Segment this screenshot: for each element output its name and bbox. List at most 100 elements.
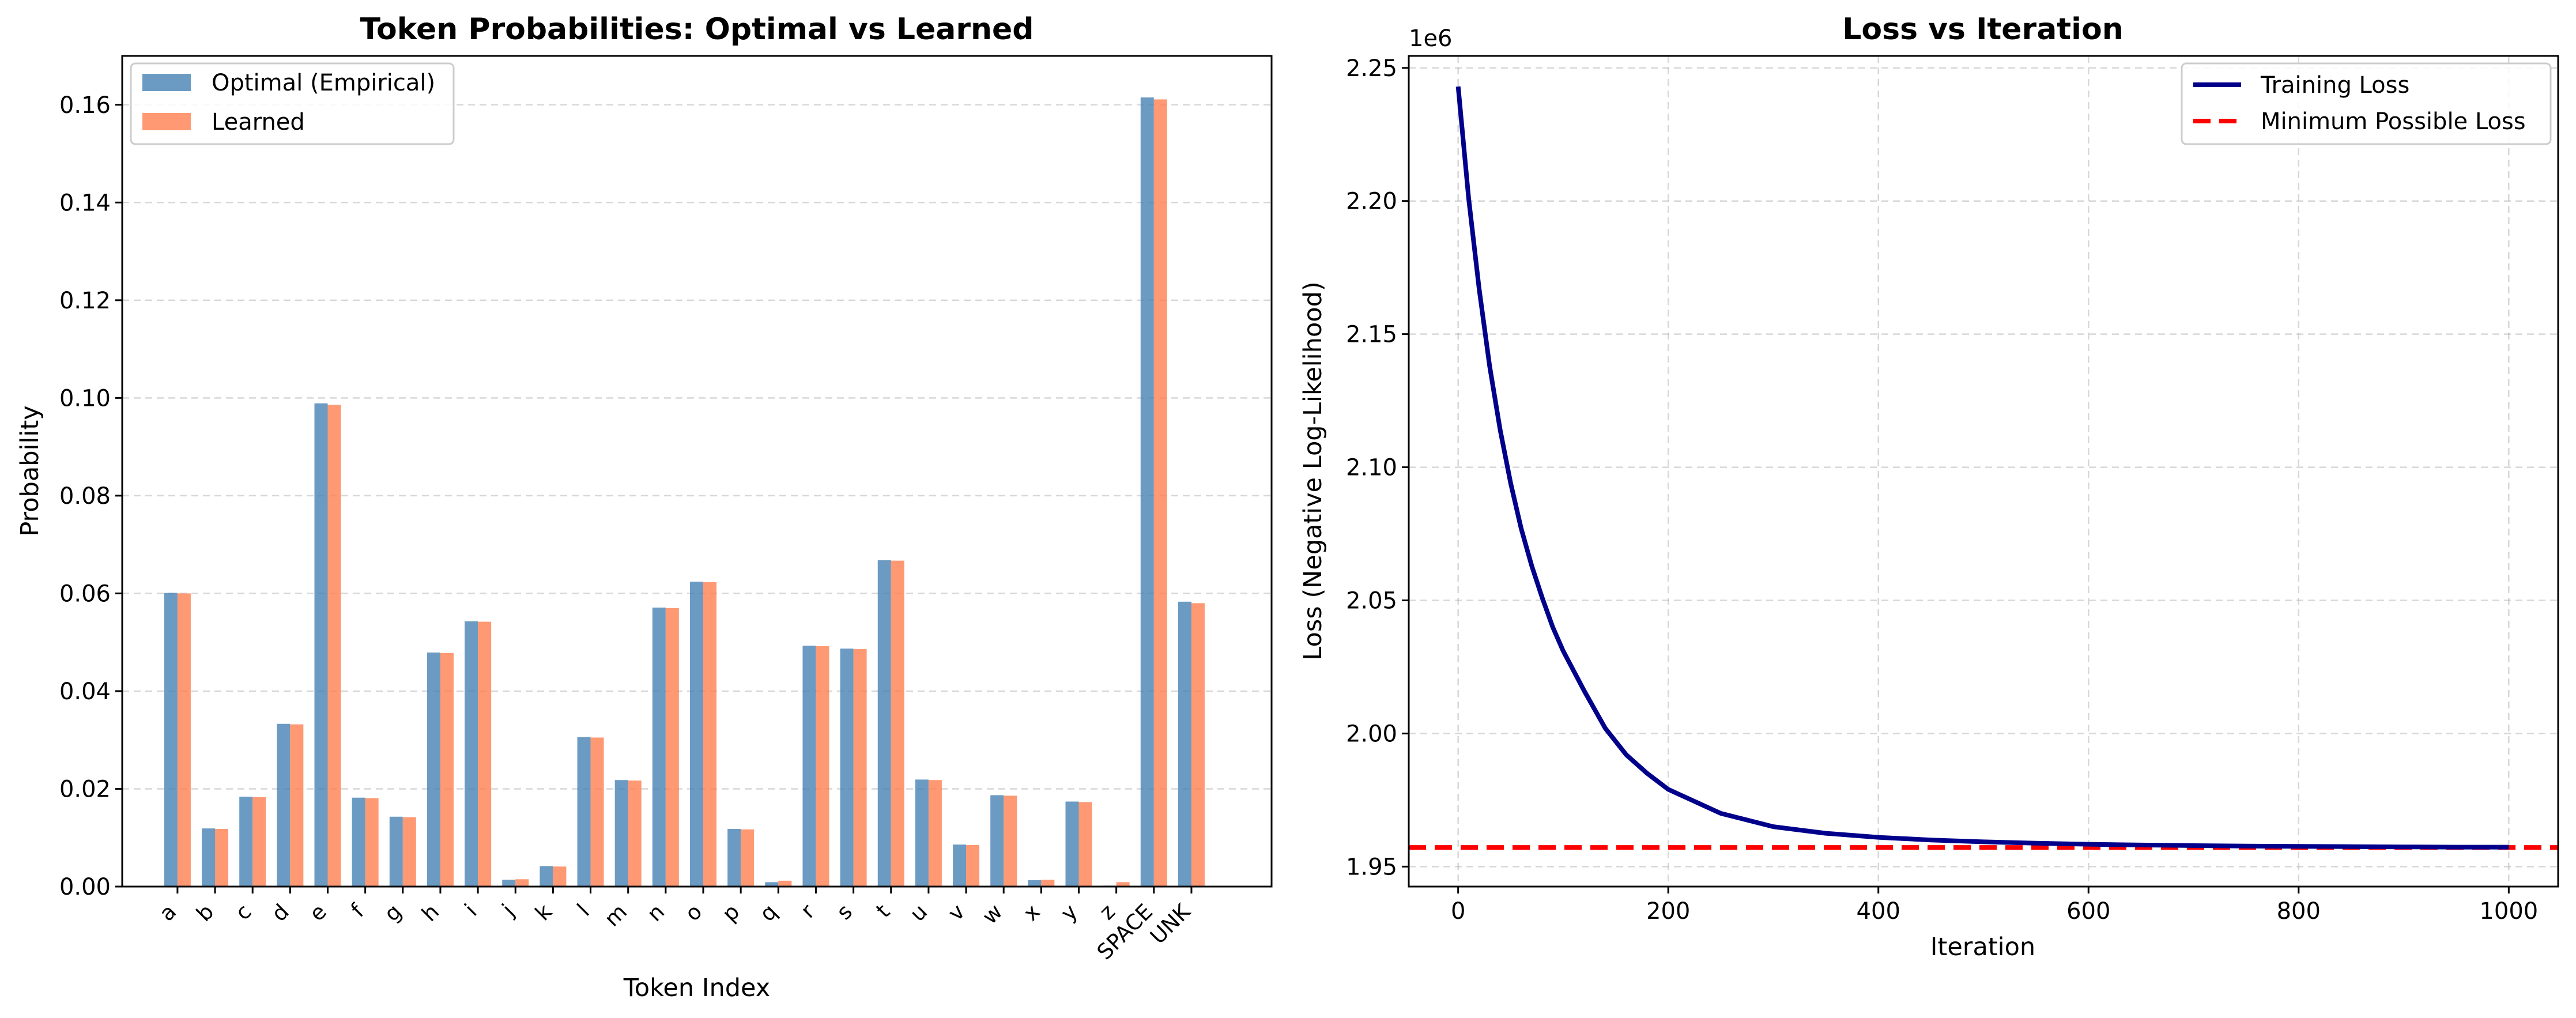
bar-legend-frame <box>130 62 455 145</box>
bar-learned <box>215 828 229 887</box>
bar-optimal <box>1140 97 1154 887</box>
loss-x-axis-ticks: 0 200 400 600 800 1000 <box>1451 887 2538 925</box>
loss-y-tick-label: 2.15 <box>1346 322 1397 348</box>
bar-optimal <box>277 723 291 887</box>
bar-x-tick-label: x <box>1019 899 1045 926</box>
bar-chart: Token Probabilities: Optimal vs Learned … <box>16 12 1273 1002</box>
bar-optimal <box>202 828 216 887</box>
bar-x-tick-label: u <box>905 899 932 926</box>
bar-learned <box>327 405 341 887</box>
legend-label-learned: Learned <box>212 109 305 135</box>
legend-swatch-optimal <box>142 74 191 91</box>
bar-y-tick-label: 0.12 <box>59 288 111 314</box>
bar-y-axis-label: Probability <box>16 405 44 536</box>
bar-legend: Optimal (Empirical) Learned <box>130 62 455 145</box>
training-loss-line <box>1455 86 2509 850</box>
bar-optimal <box>652 607 666 887</box>
bar-optimal <box>1028 880 1042 887</box>
bar-learned <box>1041 880 1055 887</box>
bar-learned <box>252 797 266 887</box>
bar-optimal <box>990 795 1004 887</box>
loss-y-axis-label: Loss (Negative Log-Likelihood) <box>1299 281 1327 660</box>
loss-y-tick-label: 2.25 <box>1346 55 1397 82</box>
loss-offset-label: 1e6 <box>1409 25 1453 52</box>
bar-optimal <box>1178 601 1191 887</box>
bar-x-tick-label: o <box>680 899 707 926</box>
bar-x-tick-label: i <box>460 899 482 921</box>
loss-x-tick-label: 400 <box>1857 898 1900 925</box>
bar-learned <box>290 724 304 887</box>
bar-y-tick-label: 0.06 <box>59 580 111 607</box>
loss-gridlines <box>1409 56 2558 887</box>
bar-learned <box>590 737 604 887</box>
bar-optimal <box>164 593 178 887</box>
loss-legend: Training Loss Minimum Possible Loss <box>2181 62 2552 145</box>
loss-legend-frame <box>2181 62 2552 145</box>
bar-optimal <box>727 828 741 887</box>
bar-plot-frame <box>121 55 1273 888</box>
bar-optimal <box>314 403 328 887</box>
bar-y-tick-label: 0.14 <box>59 190 111 216</box>
bar-x-tick-label: c <box>231 899 257 925</box>
bar-chart-title: Token Probabilities: Optimal vs Learned <box>360 12 1034 47</box>
bar-x-tick-label: UNK <box>1145 899 1196 949</box>
bar-learned <box>1153 99 1167 887</box>
bar-x-tick-label: k <box>530 899 557 926</box>
bar-optimal <box>239 797 253 887</box>
bar-optimal <box>614 780 628 887</box>
bar-learned <box>553 866 567 887</box>
loss-y-tick-label: 2.00 <box>1346 721 1397 747</box>
loss-chart: Loss vs Iteration 1.95 2.00 2.05 2.10 2.15 2.… <box>1299 12 2559 962</box>
bar-x-tick-label: w <box>978 899 1008 929</box>
loss-x-axis-label: Iteration <box>1930 933 2035 962</box>
bar-learned <box>177 593 191 887</box>
legend-label-training-loss: Training Loss <box>2260 72 2409 99</box>
bar-x-tick-label: t <box>871 899 895 923</box>
bar-optimal <box>953 844 967 887</box>
bar-y-tick-label: 0.16 <box>59 92 111 119</box>
loss-x-tick-label: 600 <box>2066 898 2110 925</box>
bar-optimal <box>690 582 703 887</box>
bar-learned <box>928 780 942 887</box>
bar-learned <box>891 560 904 887</box>
bar-x-tick-label: y <box>1056 899 1083 926</box>
bar-learned <box>402 817 416 887</box>
loss-plot-frame <box>1408 55 2559 888</box>
bar-learned <box>1116 882 1130 887</box>
loss-x-tick-label: 800 <box>2277 898 2321 925</box>
legend-swatch-learned <box>142 113 191 130</box>
bar-optimal <box>877 560 891 887</box>
bar-x-tick-label: r <box>796 899 820 923</box>
bar-y-tick-label: 0.00 <box>59 874 111 900</box>
bar-learned <box>966 844 980 887</box>
bar-optimal <box>389 816 403 887</box>
bar-learned <box>628 781 642 887</box>
bar-x-tick-label: q <box>755 899 782 926</box>
loss-x-tick-label: 0 <box>1451 898 1465 925</box>
bar-learned <box>365 798 379 887</box>
loss-x-tick-label: 1000 <box>2479 898 2538 925</box>
bar-learned <box>816 646 829 887</box>
loss-y-axis-ticks: 1.95 2.00 2.05 2.10 2.15 2.20 2.25 <box>1346 55 1409 880</box>
bar-y-tick-label: 0.10 <box>59 385 111 412</box>
legend-label-optimal: Optimal (Empirical) <box>212 70 435 96</box>
bar-learned <box>1078 802 1092 887</box>
bar-x-tick-label: d <box>267 899 294 926</box>
bar-optimal <box>465 621 478 887</box>
bar-learned <box>1004 795 1017 887</box>
bar-y-tick-label: 0.04 <box>59 678 111 705</box>
bar-x-tick-label: a <box>154 899 181 926</box>
bar-x-tick-label: j <box>497 899 519 921</box>
bar-optimal <box>765 882 779 887</box>
bar-optimal <box>502 880 516 887</box>
bar-learned <box>778 880 792 887</box>
loss-x-tick-label: 200 <box>1646 898 1690 925</box>
bar-x-tick-label: g <box>379 899 406 926</box>
bar-learned <box>440 653 454 887</box>
bar-learned <box>741 829 755 887</box>
loss-y-tick-label: 1.95 <box>1346 854 1397 880</box>
legend-label-min-loss: Minimum Possible Loss <box>2261 108 2526 135</box>
bar-x-tick-label: h <box>417 899 444 926</box>
